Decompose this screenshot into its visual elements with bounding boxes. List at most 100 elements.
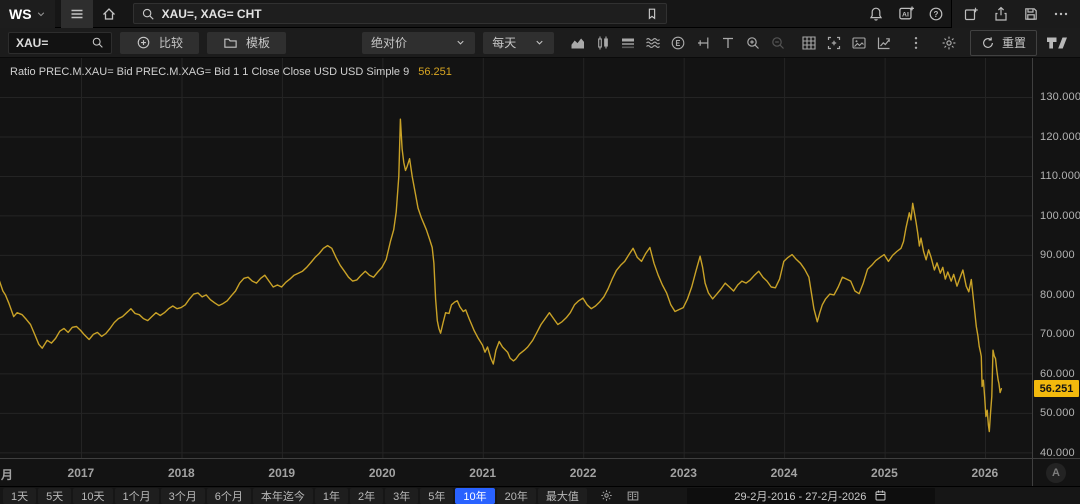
text-annotation-button[interactable] (716, 31, 740, 55)
chart-toolbar: 比较 模板 绝对价 每天 (0, 28, 1080, 58)
auto-scale-button[interactable]: A (1046, 463, 1066, 483)
last-price-badge: 56.251 (1034, 380, 1079, 398)
price-tick-label: 120.000 (1040, 130, 1080, 143)
notifications-button[interactable] (861, 0, 891, 28)
range-button-1个月[interactable]: 1个月 (114, 487, 159, 504)
image-icon (851, 35, 867, 51)
add-panel-button[interactable] (822, 31, 846, 55)
candlestick-icon (595, 35, 611, 51)
new-window-icon (963, 6, 979, 22)
year-tick-label: 2024 (770, 466, 798, 480)
help-icon: ? (928, 6, 944, 22)
range-button-5年[interactable]: 5年 (420, 487, 454, 504)
interval-dropdown[interactable]: 每天 (483, 31, 554, 54)
zoom-in-icon (745, 35, 761, 51)
price-tick-label: 50.000 (1040, 407, 1075, 420)
range-button-10天[interactable]: 10天 (73, 487, 113, 504)
save-button[interactable] (1016, 0, 1046, 28)
folder-icon (223, 35, 238, 50)
range-button-5天[interactable]: 5天 (38, 487, 72, 504)
bookmark-icon[interactable] (645, 7, 659, 21)
symbol-field[interactable] (8, 31, 112, 54)
interval-marker-button[interactable] (691, 31, 715, 55)
bands-view-button[interactable] (616, 31, 640, 55)
chart-area[interactable]: Ratio PREC.M.XAU= Bid PREC.M.XAG= Bid 1 … (0, 58, 1080, 459)
range-button-2年[interactable]: 2年 (350, 487, 384, 504)
share-button[interactable] (986, 0, 1016, 28)
reset-label: 重置 (1001, 36, 1026, 50)
events-button[interactable] (666, 31, 690, 55)
year-tick-label: 2022 (569, 466, 597, 480)
gear-icon (600, 489, 613, 502)
calendar-icon[interactable] (874, 489, 887, 502)
text-tool-icon (720, 35, 736, 51)
range-button-6个月[interactable]: 6个月 (206, 487, 251, 504)
tradingview-logo[interactable] (1046, 35, 1068, 51)
price-mode-dropdown[interactable]: 绝对价 (362, 31, 476, 54)
bell-icon (868, 6, 884, 22)
search-input[interactable] (161, 6, 638, 21)
range-button-3年[interactable]: 3年 (385, 487, 419, 504)
price-tick-label: 70.000 (1040, 328, 1075, 341)
help-button[interactable]: ? (921, 0, 951, 28)
export-chart-button[interactable] (872, 31, 896, 55)
price-plot[interactable] (0, 58, 1032, 458)
legend-value: 56.251 (418, 66, 452, 78)
area-chart-button[interactable] (566, 31, 590, 55)
grid-layout-button[interactable] (797, 31, 821, 55)
range-button-1年[interactable]: 1年 (314, 487, 348, 504)
more-options-button[interactable] (1046, 0, 1076, 28)
chart-settings-button[interactable] (937, 31, 961, 55)
price-axis[interactable]: 56.251 130.000 120.000 110.000 100.000 90.00… (1032, 58, 1080, 459)
range-button-3个月[interactable]: 3个月 (160, 487, 205, 504)
interval-marker-icon (695, 35, 711, 51)
candlestick-chart-button[interactable] (591, 31, 615, 55)
home-button[interactable] (93, 0, 125, 28)
year-tick-label: 2023 (670, 466, 697, 480)
reset-button[interactable]: 重置 (969, 29, 1037, 56)
range-button-本年迄今[interactable]: 本年迄今 (252, 487, 313, 504)
app-logo-menu[interactable]: WS (0, 0, 55, 28)
topbar-actions: AI ? (861, 0, 1080, 28)
symbol-input[interactable] (16, 35, 87, 50)
ai-assistant-button[interactable]: AI (891, 0, 921, 28)
add-panel-icon (826, 35, 842, 51)
more-tools-button[interactable] (904, 31, 928, 55)
area-chart-icon (570, 35, 586, 51)
year-tick-label: 2025 (871, 466, 898, 480)
kebab-icon (908, 35, 924, 51)
zoom-out-button[interactable] (766, 31, 790, 55)
plus-circle-icon (136, 35, 151, 50)
waves-overlay-button[interactable] (641, 31, 665, 55)
svg-text:AI: AI (902, 11, 909, 18)
chevron-down-icon (534, 37, 545, 48)
range-button-最大值[interactable]: 最大值 (537, 487, 587, 504)
date-range-picker[interactable]: 29-2月-2016 - 27-2月-2026 (686, 487, 935, 504)
share-icon (993, 6, 1009, 22)
zoom-in-button[interactable] (741, 31, 765, 55)
axis-panel-toggle-button[interactable] (621, 488, 645, 504)
circle-e-icon (670, 35, 686, 51)
gear-icon (941, 35, 957, 51)
hamburger-icon (69, 6, 85, 22)
price-mode-value: 绝对价 (371, 36, 408, 50)
waves-icon (645, 35, 661, 51)
range-button-1天[interactable]: 1天 (3, 487, 37, 504)
year-tick-label: 2026 (971, 466, 999, 480)
chevron-down-icon (455, 37, 466, 48)
new-window-button[interactable] (956, 0, 986, 28)
axis-partial-month-label: 月 (1, 468, 14, 482)
snapshot-button[interactable] (847, 31, 871, 55)
window-actions-group (951, 0, 1080, 28)
range-settings-button[interactable] (595, 488, 619, 504)
template-button[interactable]: 模板 (207, 31, 287, 54)
range-button-10年[interactable]: 10年 (455, 487, 495, 504)
hamburger-menu-button[interactable] (60, 0, 93, 28)
compare-button[interactable]: 比较 (120, 31, 200, 54)
price-tick-label: 110.000 (1040, 170, 1080, 183)
interval-value: 每天 (492, 36, 517, 50)
range-button-20年[interactable]: 20年 (496, 487, 536, 504)
time-axis[interactable]: 月 A 2017 2018 2019 2020 2021 2022 2023 2024 2025… (0, 458, 1080, 487)
global-search-field[interactable] (132, 3, 667, 24)
date-range-value: 29-2月-2016 - 27-2月-2026 (734, 490, 867, 503)
